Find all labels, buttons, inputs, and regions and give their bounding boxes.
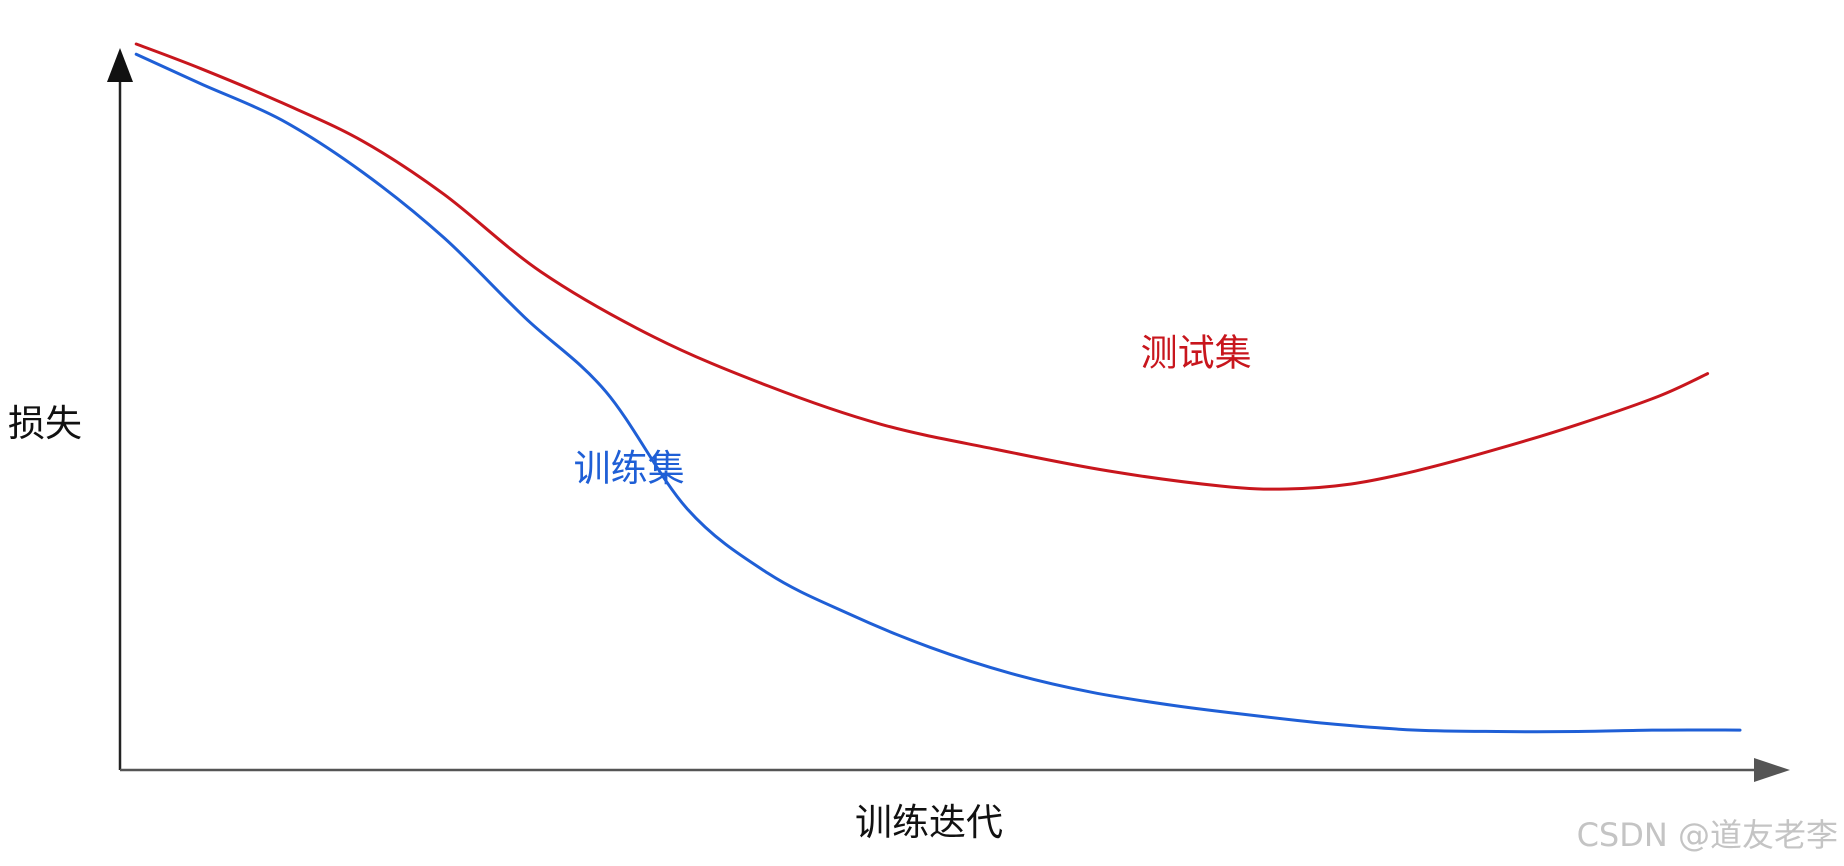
x-axis-label: 训练迭代 — [855, 801, 1003, 844]
series-line-train — [134, 52, 1742, 734]
series-line-test — [134, 42, 1710, 491]
annotation-train-label: 训练集 — [574, 447, 685, 490]
y-axis-arrow — [107, 48, 133, 82]
x-axis-arrow — [1754, 758, 1790, 782]
annotation-test-label: 测试集 — [1141, 332, 1252, 375]
y-axis-label: 损失 — [8, 402, 82, 445]
watermark: CSDN @道友老李 — [1577, 816, 1838, 854]
